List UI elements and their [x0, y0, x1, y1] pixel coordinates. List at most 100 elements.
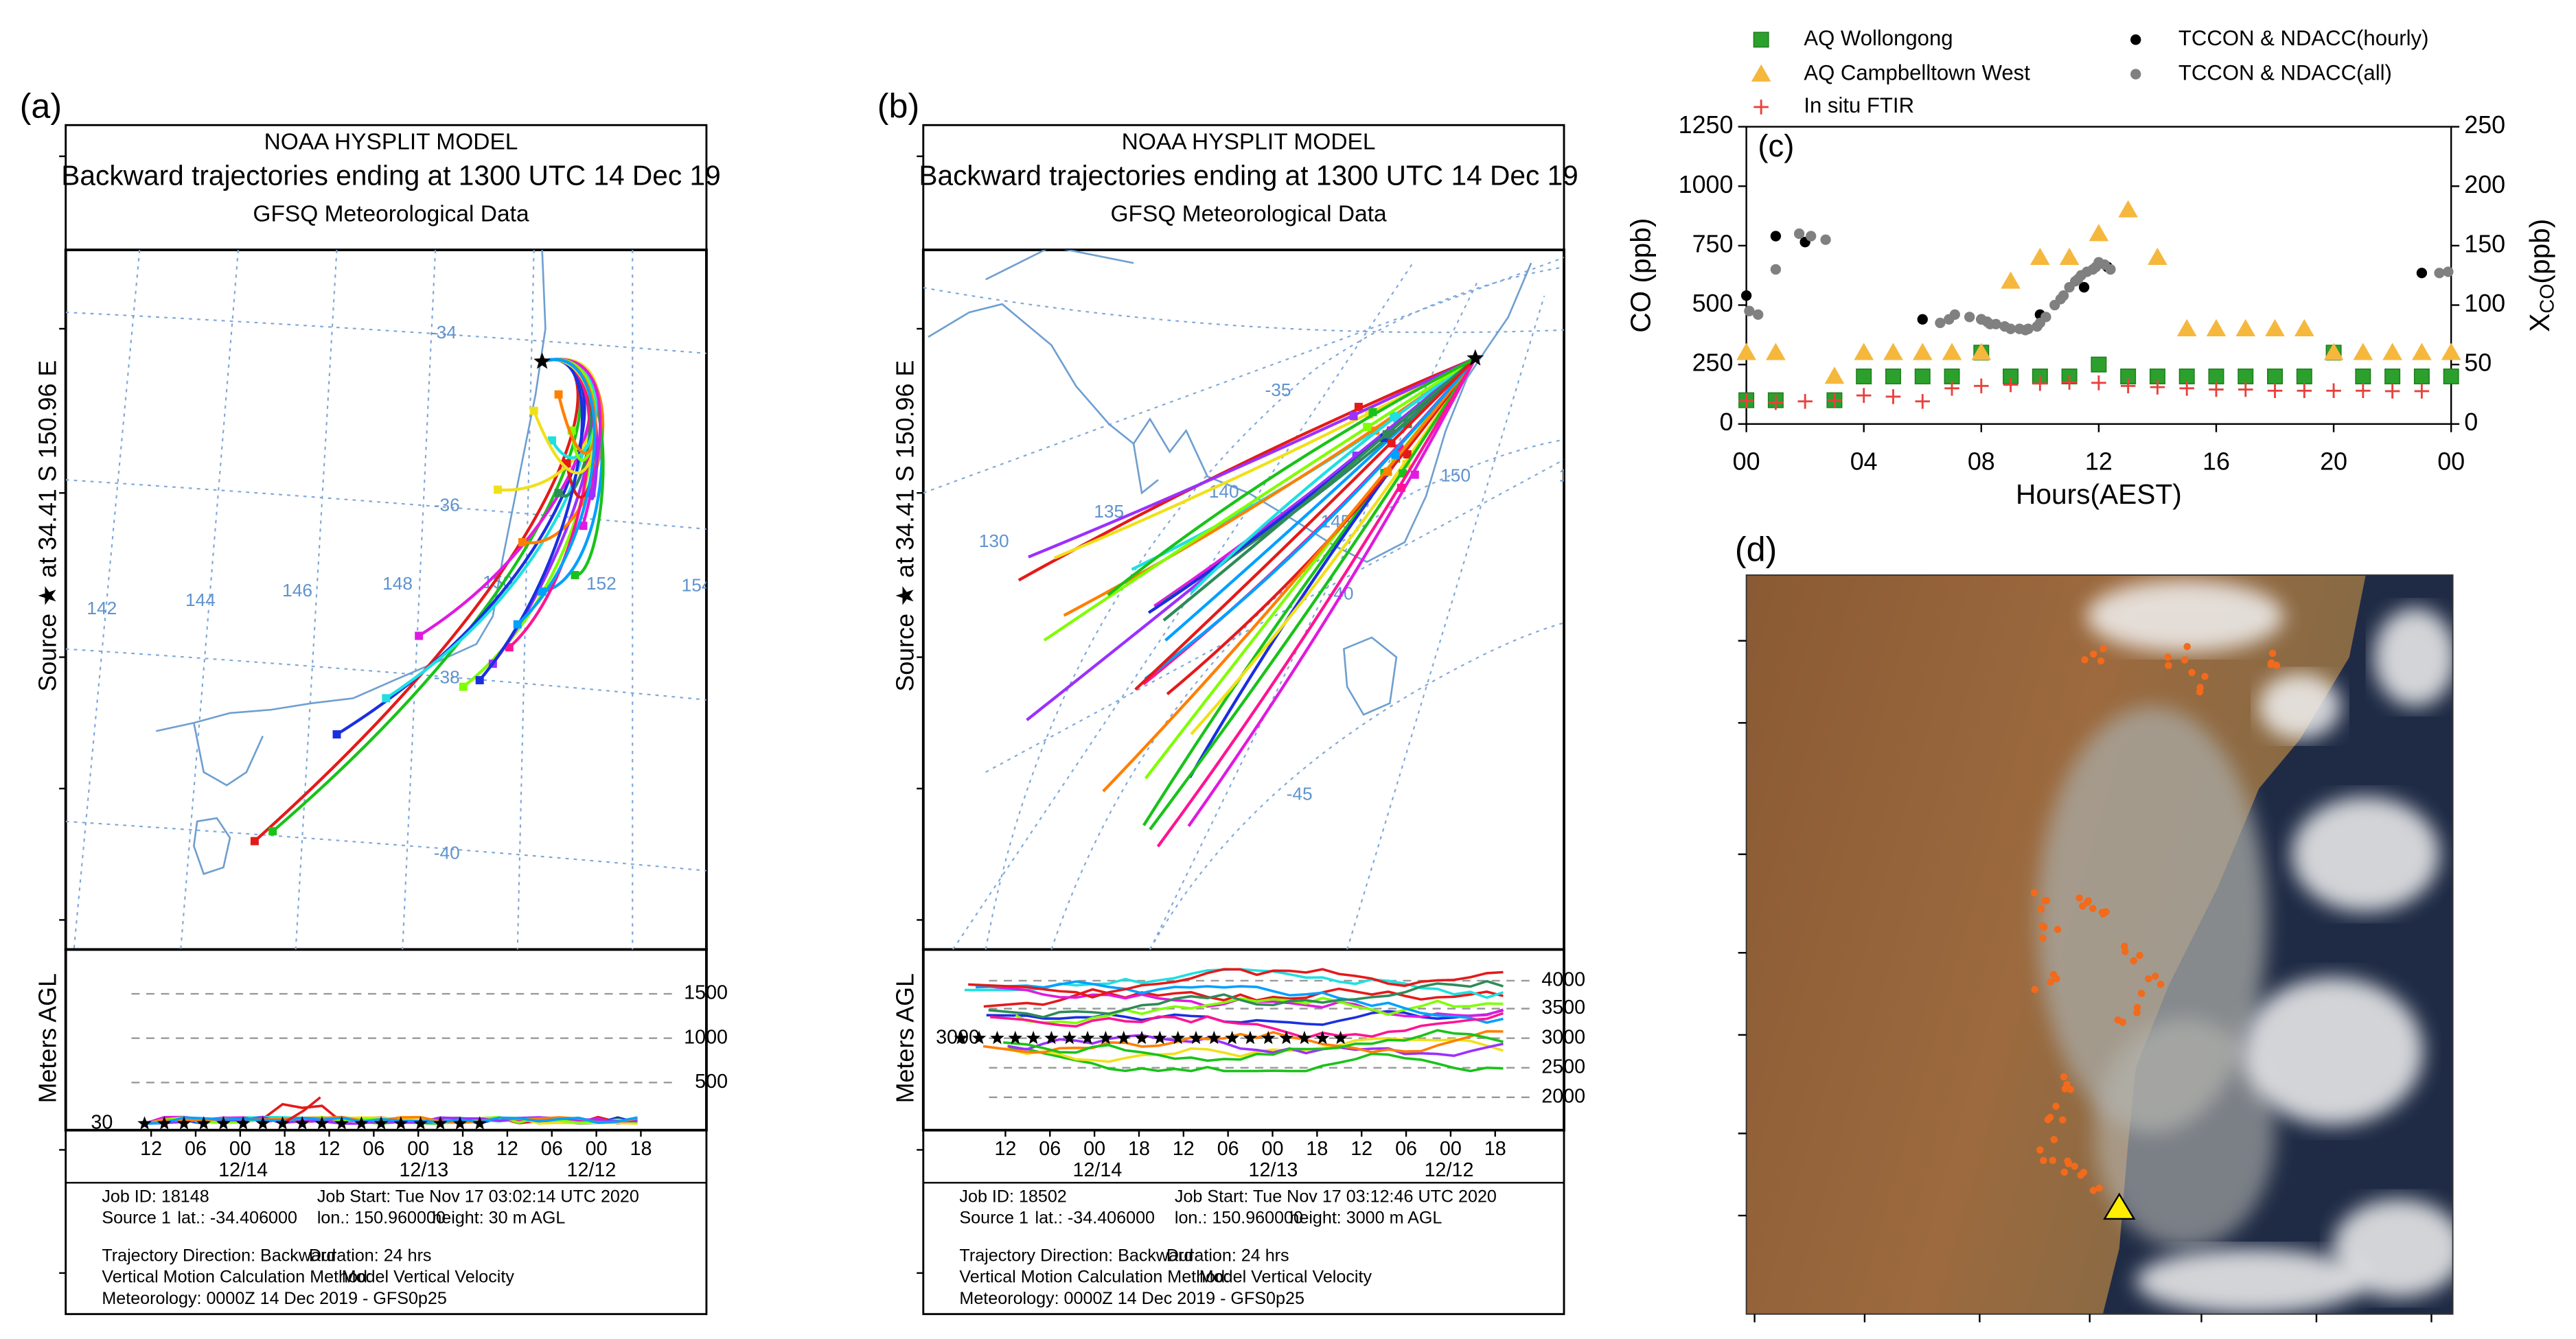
- data-point: [2032, 376, 2048, 391]
- legend-marker: [2130, 69, 2141, 80]
- lon-label: 148: [382, 573, 413, 594]
- graticule: [180, 250, 240, 950]
- fire-spot: [2059, 1116, 2067, 1123]
- cloud: [2135, 1248, 2366, 1314]
- data-point: [1964, 312, 1975, 323]
- data-point: [1885, 368, 1901, 384]
- panel-label: (c): [1758, 128, 1794, 163]
- data-point: [2001, 271, 2021, 289]
- legend-marker: [1753, 100, 1769, 115]
- y-tick-label: 500: [1692, 290, 1734, 317]
- fire-spot: [2052, 975, 2060, 983]
- trajectory: [1134, 357, 1477, 691]
- lat-label: -45: [1287, 784, 1313, 804]
- data-point: [1974, 378, 1989, 394]
- date-label: 12/13: [399, 1159, 448, 1181]
- fire-spot: [2075, 894, 2084, 902]
- satellite-image: [1746, 574, 2453, 1314]
- trajectory-marker: [494, 485, 503, 494]
- graticule: [65, 648, 706, 701]
- star-marker: [1225, 1030, 1239, 1045]
- date-label: 12/13: [1249, 1159, 1298, 1181]
- data-point: [2265, 318, 2285, 336]
- y2-axis-label: XCO(ppb): [2524, 219, 2558, 332]
- lat-label: -34: [430, 322, 457, 342]
- cloud: [2332, 1199, 2453, 1298]
- legend-marker: [1753, 32, 1769, 48]
- subtitle: Backward trajectories ending at 1300 UTC…: [919, 160, 1578, 191]
- y-tick-label: 750: [1692, 230, 1734, 257]
- y2-tick-label: 100: [2464, 290, 2505, 317]
- data-point: [1854, 342, 1874, 360]
- data-point: [2326, 383, 2341, 399]
- graticule: [65, 479, 706, 530]
- trajectory-marker: [554, 390, 563, 399]
- time-label: 12: [1350, 1138, 1372, 1160]
- data-point: [2414, 384, 2430, 399]
- fire-spot: [2157, 980, 2165, 988]
- star-marker: [990, 1030, 1004, 1045]
- star-marker: [971, 1030, 987, 1045]
- star-marker: [1207, 1030, 1221, 1045]
- graticule: [65, 820, 706, 872]
- fire-spot: [2080, 1168, 2088, 1176]
- y-tick-label: 0: [1720, 408, 1734, 436]
- y2-tick-label: 200: [2464, 171, 2505, 198]
- panel-d: (d): [1735, 531, 2454, 1323]
- star-marker: [1297, 1030, 1312, 1045]
- data-point: [2091, 375, 2106, 391]
- legend-marker: [2130, 34, 2141, 45]
- height-frame: [64, 948, 708, 1132]
- data-point: [2003, 377, 2019, 393]
- title: NOAA HYSPLIT MODEL: [1122, 129, 1376, 154]
- star-marker: [954, 1030, 969, 1045]
- star-marker: [1188, 1030, 1204, 1045]
- star-marker: [1026, 1030, 1041, 1045]
- trajectory-marker: [554, 489, 563, 498]
- trajectory-marker: [538, 587, 547, 596]
- star-marker: [1099, 1030, 1113, 1045]
- time-label: 12: [994, 1138, 1016, 1160]
- trajectory: [1043, 357, 1476, 642]
- fire-spot: [2136, 951, 2143, 959]
- legend-marker: [1751, 64, 1771, 82]
- data-point: [2443, 266, 2454, 277]
- height-trace: [1003, 1029, 1504, 1062]
- data-point: [2294, 318, 2314, 336]
- trajectory-marker: [567, 426, 576, 435]
- data-point: [2118, 200, 2139, 218]
- lon-label: 142: [87, 598, 117, 618]
- data-note: GFSQ Meteorological Data: [1110, 202, 1387, 227]
- lat-label: -35: [1265, 380, 1291, 400]
- data-point: [1856, 388, 1872, 403]
- data-point: [2058, 290, 2069, 301]
- footer-text: lat.: -34.406000: [177, 1209, 297, 1228]
- smoke: [2094, 1018, 2276, 1248]
- fire-spot: [2100, 644, 2107, 653]
- data-point: [2089, 224, 2109, 242]
- fire-spot: [2133, 1009, 2141, 1016]
- trajectory-marker: [562, 459, 571, 468]
- trajectory-marker: [518, 538, 527, 547]
- footer-text: Trajectory Direction: Backward: [102, 1246, 336, 1266]
- trajectory-marker: [1403, 450, 1412, 458]
- fire-spot: [2071, 1162, 2078, 1170]
- lat-label: -38: [434, 667, 460, 688]
- data-point: [2235, 318, 2256, 336]
- height-label: 2500: [1541, 1056, 1585, 1078]
- star-marker: [1008, 1030, 1023, 1045]
- data-note: GFSQ Meteorological Data: [253, 202, 529, 227]
- data-point: [2005, 323, 2016, 334]
- trajectory-marker: [1368, 408, 1377, 417]
- trajectory: [1102, 357, 1477, 793]
- data-point: [1971, 342, 1992, 360]
- footer-text: height: 30 m AGL: [432, 1209, 565, 1228]
- time-label: 00: [229, 1138, 251, 1160]
- cloud: [2086, 580, 2284, 653]
- time-label: 18: [274, 1138, 296, 1160]
- fire-spot: [2067, 1086, 2075, 1093]
- fire-spot: [2040, 1156, 2047, 1165]
- data-point: [1883, 342, 1903, 360]
- data-point: [1824, 366, 1845, 384]
